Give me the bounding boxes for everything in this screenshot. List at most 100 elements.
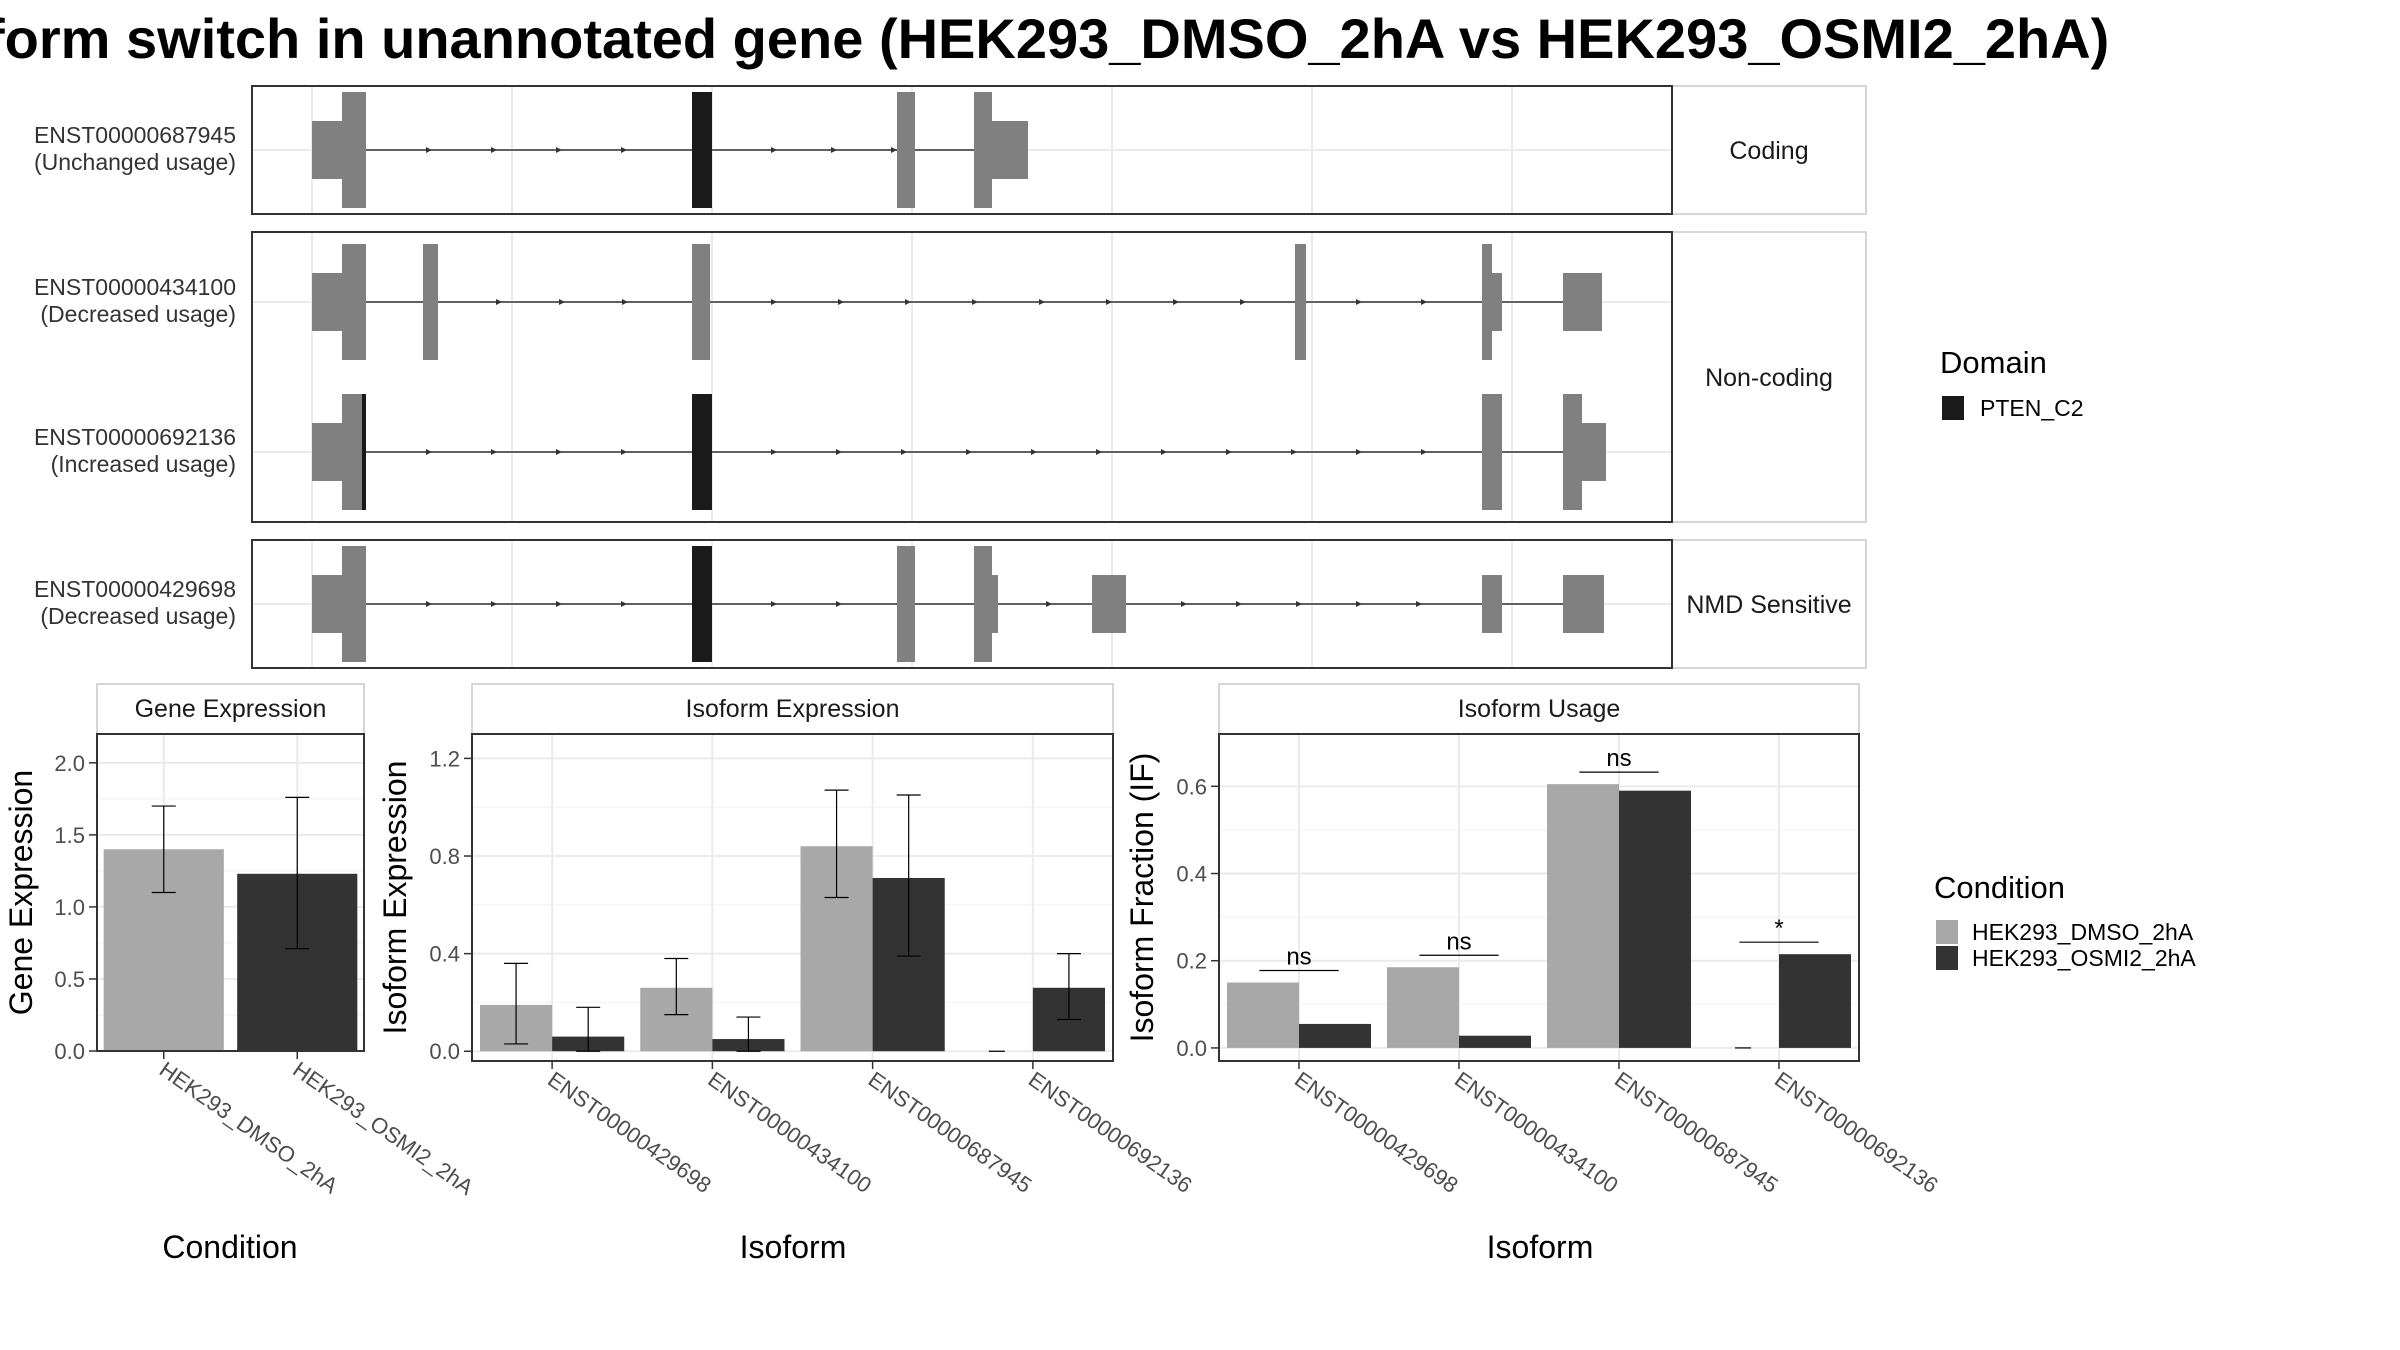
transcript-row: ENST00000429698(Decreased usage) xyxy=(34,546,1604,662)
intron-direction-arrow xyxy=(1161,449,1167,455)
panel-strip-label: Non-coding xyxy=(1705,364,1833,392)
significance-label: * xyxy=(1774,915,1783,942)
intron-direction-arrow xyxy=(1291,449,1297,455)
intron-direction-arrow xyxy=(771,147,777,153)
transcript-usage-label: (Unchanged usage) xyxy=(34,149,236,175)
bar xyxy=(1459,1035,1531,1048)
panel-strip xyxy=(1671,539,1867,669)
domain-legend: Domain PTEN_C2 xyxy=(1940,345,2084,421)
plot-background xyxy=(472,734,1113,1061)
significance-label: ns xyxy=(1286,944,1311,971)
transcript-usage-label: (Decreased usage) xyxy=(40,603,236,629)
intron-direction-arrow xyxy=(621,147,627,153)
panel-border xyxy=(251,85,1673,215)
intron-direction-arrow xyxy=(966,449,972,455)
intron-direction-arrow xyxy=(556,449,562,455)
intron-direction-arrow xyxy=(1106,299,1112,305)
panel-strip xyxy=(1671,85,1867,215)
intron-direction-arrow xyxy=(1416,601,1422,607)
exon-block xyxy=(974,92,992,208)
intron-direction-arrow xyxy=(426,147,432,153)
exon-block xyxy=(1482,575,1502,633)
significance-label: ns xyxy=(1606,745,1631,772)
exon-block xyxy=(312,575,342,633)
y-axis-title: Isoform Fraction (IF) xyxy=(1124,753,1160,1043)
intron-direction-arrow xyxy=(891,147,897,153)
intron-direction-arrow xyxy=(1421,449,1427,455)
bar xyxy=(1227,982,1299,1048)
panel-border xyxy=(251,539,1673,669)
x-axis-title: Isoform xyxy=(740,1229,847,1265)
transcript-panel-2: NMD Sensitive ENST00000429698(Decreased u… xyxy=(34,539,1867,669)
exon-block xyxy=(342,244,366,360)
domain-legend-key xyxy=(1942,396,1964,420)
exon-block xyxy=(312,273,342,331)
intron-direction-arrow xyxy=(1421,299,1427,305)
intron-direction-arrow xyxy=(836,449,842,455)
chart-strip-title: Isoform Expression xyxy=(686,695,900,723)
exon-block xyxy=(342,546,366,662)
y-tick-label: 2.0 xyxy=(54,751,85,776)
domain-legend-label: PTEN_C2 xyxy=(1980,395,2084,421)
intron-direction-arrow xyxy=(905,299,911,305)
chart-strip xyxy=(471,683,1114,735)
condition-legend-key xyxy=(1936,946,1958,970)
intron-direction-arrow xyxy=(426,601,432,607)
transcript-usage-label: (Increased usage) xyxy=(51,451,236,477)
y-tick-label: 0.0 xyxy=(54,1039,85,1064)
intron-direction-arrow xyxy=(1046,601,1052,607)
y-tick-label: 0.6 xyxy=(1176,774,1207,799)
condition-legend-key xyxy=(1936,920,1958,944)
intron-direction-arrow xyxy=(491,147,497,153)
intron-direction-arrow xyxy=(426,449,432,455)
intron-direction-arrow xyxy=(836,601,842,607)
intron-direction-arrow xyxy=(1226,449,1232,455)
isoform-usage-chart: Isoform Usagensnsns*0.00.20.40.6ENST0000… xyxy=(1124,683,1943,1265)
domain-exon xyxy=(362,394,366,510)
y-axis-title: Gene Expression xyxy=(3,770,39,1015)
exon-block xyxy=(1563,575,1604,633)
panel-strip-label: NMD Sensitive xyxy=(1686,591,1851,619)
exon-block xyxy=(897,92,915,208)
exon-block xyxy=(423,244,438,360)
domain-exon xyxy=(692,394,712,510)
chart-strip-title: Isoform Usage xyxy=(1458,695,1621,723)
panel-border xyxy=(251,231,1673,523)
exon-block xyxy=(1563,394,1582,510)
domain-legend-title: Domain xyxy=(1940,345,2047,380)
transcript-id-label: ENST00000692136 xyxy=(34,424,236,450)
x-axis-title: Condition xyxy=(162,1229,297,1265)
intron-direction-arrow xyxy=(901,449,907,455)
intron-direction-arrow xyxy=(972,299,978,305)
y-tick-label: 0.4 xyxy=(429,942,460,967)
intron-direction-arrow xyxy=(771,449,777,455)
intron-direction-arrow xyxy=(1356,449,1362,455)
transcript-row: ENST00000434100(Decreased usage) xyxy=(34,244,1602,360)
plot-border xyxy=(96,733,365,1052)
significance-label: ns xyxy=(1446,928,1471,955)
intron-direction-arrow xyxy=(1039,299,1045,305)
intron-direction-arrow xyxy=(556,601,562,607)
x-axis-title: Isoform xyxy=(1487,1229,1594,1265)
transcript-panel-1: Non-coding ENST00000434100(Decreased usag… xyxy=(34,231,1867,523)
condition-legend-label: HEK293_DMSO_2hA xyxy=(1972,919,2194,945)
bar xyxy=(1299,1023,1371,1048)
intron-direction-arrow xyxy=(1356,601,1362,607)
exon-block xyxy=(974,546,992,662)
intron-direction-arrow xyxy=(491,601,497,607)
panel-background xyxy=(252,232,1672,522)
chart-strip xyxy=(96,683,365,735)
intron-direction-arrow xyxy=(1356,299,1362,305)
y-tick-label: 1.0 xyxy=(54,895,85,920)
y-tick-label: 0.0 xyxy=(1176,1036,1207,1061)
exon-block xyxy=(1092,575,1126,633)
intron-direction-arrow xyxy=(1296,601,1302,607)
intron-direction-arrow xyxy=(771,601,777,607)
intron-direction-arrow xyxy=(1236,601,1242,607)
bar xyxy=(1387,967,1459,1048)
transcript-panel-0: Coding ENST00000687945(Unchanged usage) xyxy=(34,85,1867,215)
intron-direction-arrow xyxy=(831,147,837,153)
